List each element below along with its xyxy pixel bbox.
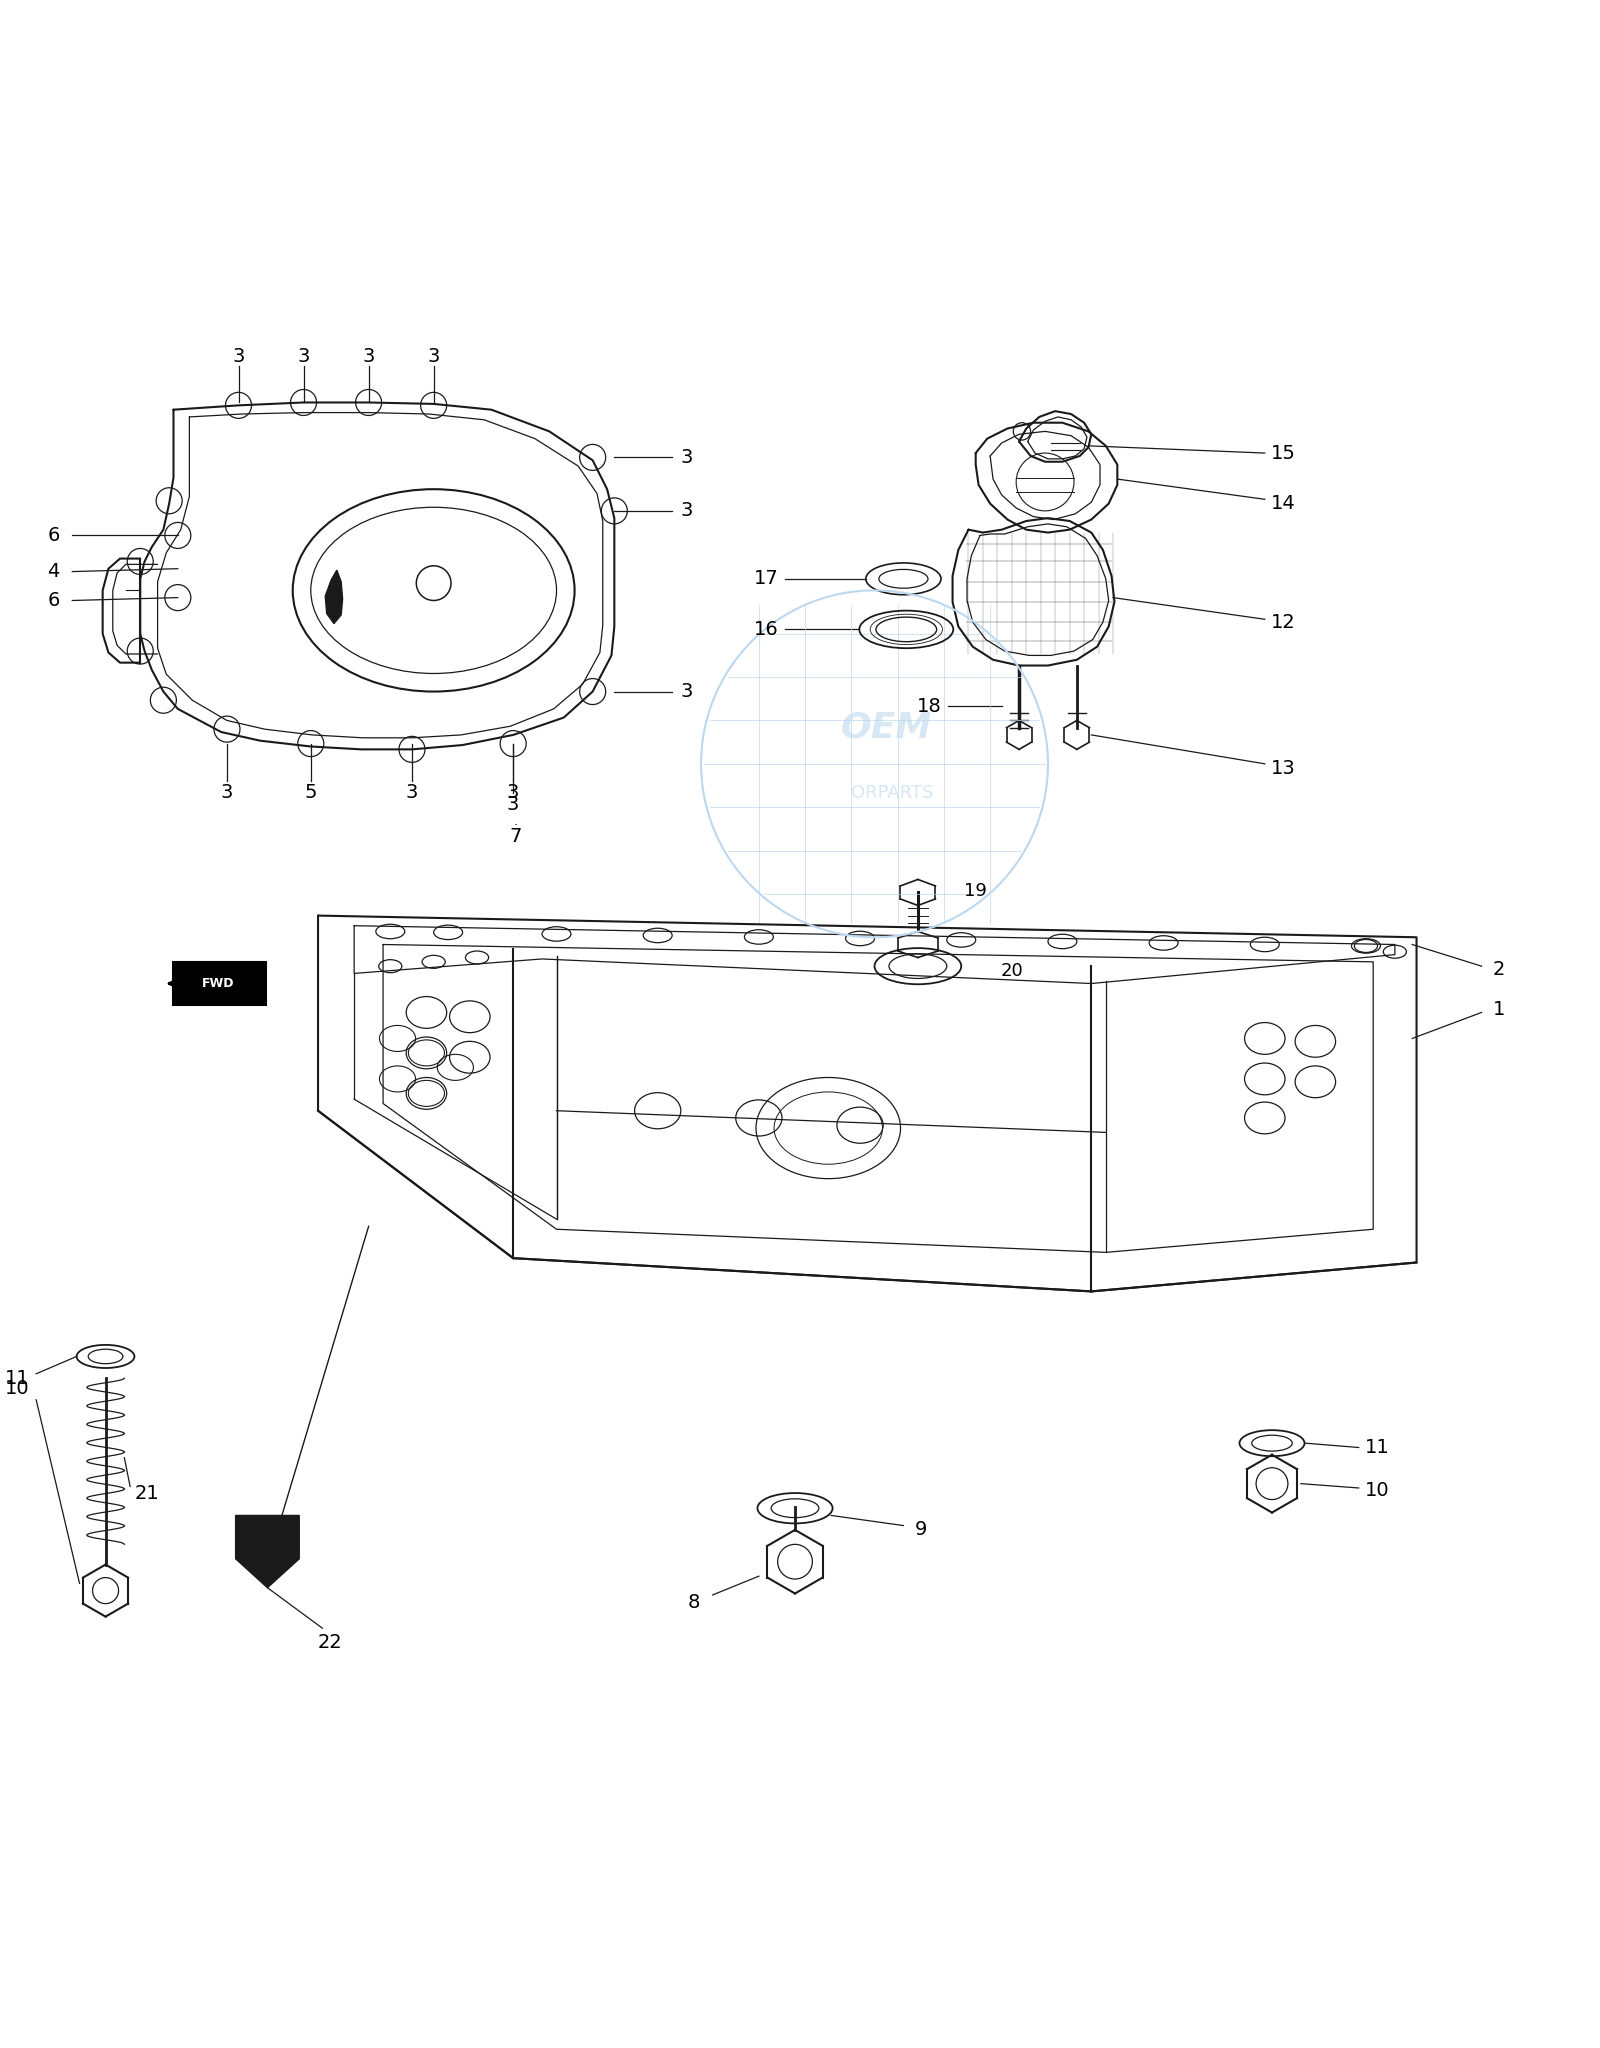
Text: 3: 3 xyxy=(298,346,310,367)
Text: 10: 10 xyxy=(1365,1481,1390,1501)
Text: 3: 3 xyxy=(232,346,245,367)
Text: 6: 6 xyxy=(48,526,59,545)
Text: 17: 17 xyxy=(754,569,779,588)
Polygon shape xyxy=(235,1516,299,1587)
Text: 11: 11 xyxy=(5,1368,30,1389)
Text: 3: 3 xyxy=(221,782,234,803)
Text: 5: 5 xyxy=(304,782,317,803)
Text: .: . xyxy=(514,815,518,827)
Text: 13: 13 xyxy=(1270,758,1296,778)
Text: 19: 19 xyxy=(965,883,987,899)
Text: 7: 7 xyxy=(510,827,522,846)
FancyBboxPatch shape xyxy=(173,963,266,1006)
Text: 4: 4 xyxy=(48,561,59,582)
Text: 21: 21 xyxy=(134,1485,160,1503)
Text: 3: 3 xyxy=(680,449,693,467)
Text: 3: 3 xyxy=(507,795,520,813)
Text: 9: 9 xyxy=(915,1520,926,1540)
Text: 15: 15 xyxy=(1270,444,1296,463)
Polygon shape xyxy=(325,569,342,625)
Text: 18: 18 xyxy=(917,696,942,715)
Text: 8: 8 xyxy=(688,1593,701,1612)
Text: 12: 12 xyxy=(1270,612,1296,631)
Text: FWD: FWD xyxy=(202,977,235,989)
Text: 3: 3 xyxy=(406,782,418,803)
Text: 3: 3 xyxy=(427,346,440,367)
Text: 3: 3 xyxy=(680,502,693,520)
Text: OEM: OEM xyxy=(840,711,931,745)
Text: ORPARTS: ORPARTS xyxy=(851,784,933,801)
Text: 14: 14 xyxy=(1270,494,1296,514)
Text: 10: 10 xyxy=(5,1378,30,1397)
Text: 1: 1 xyxy=(1493,999,1506,1020)
Text: 3: 3 xyxy=(363,346,374,367)
Text: 3: 3 xyxy=(507,782,520,803)
Text: 16: 16 xyxy=(754,621,779,639)
Text: 3: 3 xyxy=(680,682,693,700)
Text: 22: 22 xyxy=(317,1632,342,1653)
Text: 6: 6 xyxy=(48,592,59,610)
Text: 20: 20 xyxy=(1000,961,1024,979)
Text: 11: 11 xyxy=(1365,1438,1390,1456)
Text: 2: 2 xyxy=(1493,961,1506,979)
